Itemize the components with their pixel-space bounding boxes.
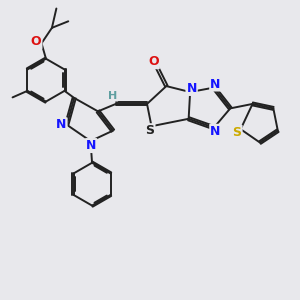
Text: N: N xyxy=(186,82,197,95)
Text: S: S xyxy=(232,126,242,139)
Text: O: O xyxy=(148,55,159,68)
Text: N: N xyxy=(210,125,220,138)
Text: H: H xyxy=(108,91,118,100)
Text: S: S xyxy=(146,124,154,137)
Text: N: N xyxy=(86,139,96,152)
Text: N: N xyxy=(56,118,67,131)
Text: O: O xyxy=(31,35,41,48)
Text: N: N xyxy=(210,77,220,91)
